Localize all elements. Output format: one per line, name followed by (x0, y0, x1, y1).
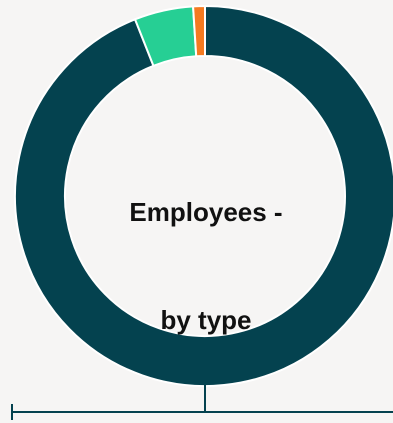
donut-slices (14, 4, 393, 387)
donut-slice-0 (14, 4, 393, 387)
leader-lines (11, 385, 393, 420)
chart-center-title: Employees - by type (96, 158, 316, 338)
donut-slice-2 (192, 4, 206, 58)
donut-hole (66, 57, 344, 335)
chart-title-line-2: by type (160, 305, 252, 335)
chart-title-line-1: Employees - (129, 197, 283, 227)
